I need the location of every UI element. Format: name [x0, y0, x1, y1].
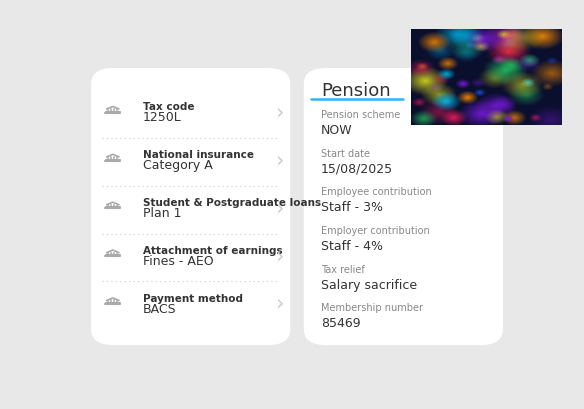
Text: 85469: 85469: [321, 317, 361, 330]
Text: ›: ›: [276, 150, 284, 170]
FancyBboxPatch shape: [91, 68, 290, 345]
Text: ›: ›: [276, 294, 284, 314]
Text: Start date: Start date: [321, 149, 370, 159]
Text: ◷: ◷: [417, 83, 430, 98]
Text: Employer contribution: Employer contribution: [321, 226, 430, 236]
FancyBboxPatch shape: [304, 68, 503, 345]
Text: Pension scheme: Pension scheme: [321, 110, 400, 120]
Text: Tax code: Tax code: [143, 102, 194, 112]
Text: Pension: Pension: [321, 82, 391, 100]
Text: NOW: NOW: [321, 124, 353, 137]
Text: Student & Postgraduate loans: Student & Postgraduate loans: [143, 198, 321, 208]
Text: Payment method: Payment method: [143, 294, 243, 303]
Text: Staff - 3%: Staff - 3%: [321, 201, 383, 214]
Text: Fines - AEO: Fines - AEO: [143, 255, 214, 268]
Text: Membership number: Membership number: [321, 303, 423, 313]
Text: National insurance: National insurance: [143, 150, 254, 160]
Text: +: +: [446, 82, 461, 100]
Text: 1250L: 1250L: [143, 111, 182, 124]
Text: Category A: Category A: [143, 159, 213, 172]
Text: ›: ›: [276, 198, 284, 218]
Text: ›: ›: [276, 246, 284, 266]
Text: 15/08/2025: 15/08/2025: [321, 163, 393, 176]
Text: Salary sacrifice: Salary sacrifice: [321, 279, 417, 292]
Text: ⋮: ⋮: [474, 82, 492, 100]
Text: ›: ›: [276, 102, 284, 122]
Text: Staff - 4%: Staff - 4%: [321, 240, 383, 253]
Text: Plan 1: Plan 1: [143, 207, 182, 220]
Text: Tax relief: Tax relief: [321, 265, 365, 274]
Text: Attachment of earnings: Attachment of earnings: [143, 246, 283, 256]
Text: BACS: BACS: [143, 303, 177, 316]
Text: Employee contribution: Employee contribution: [321, 187, 432, 198]
